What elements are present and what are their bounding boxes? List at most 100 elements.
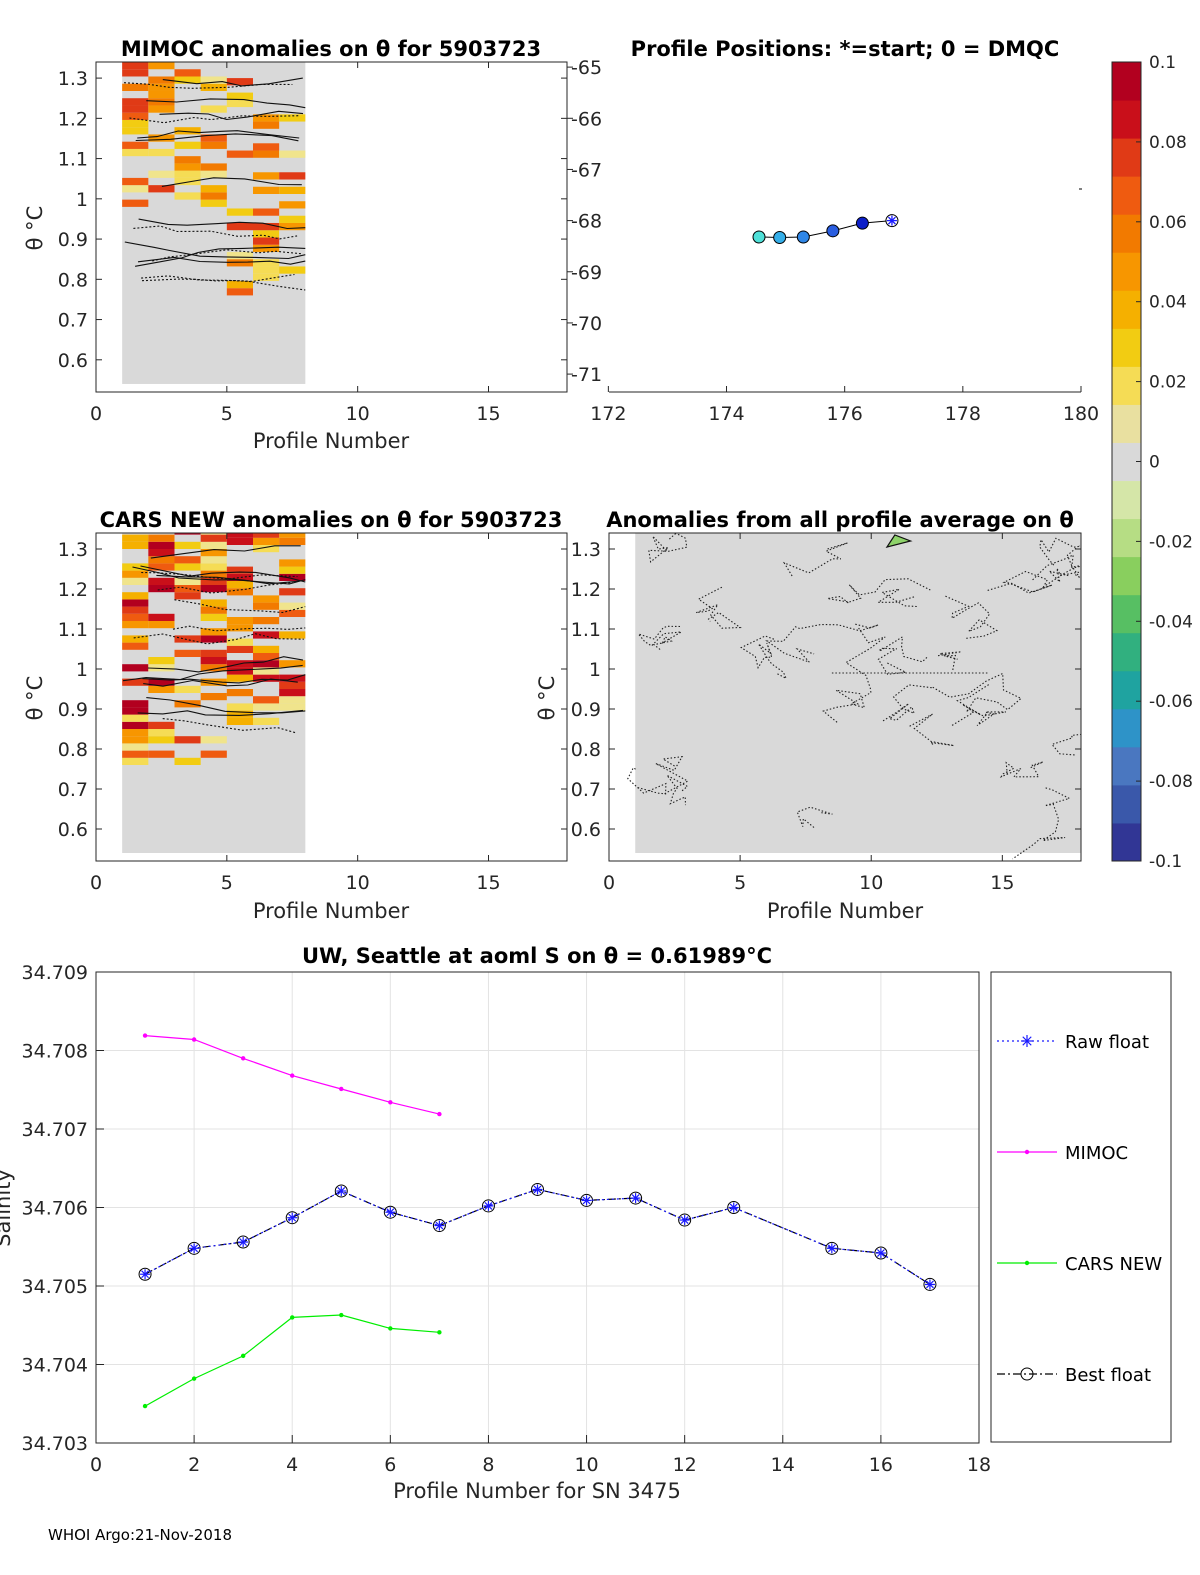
position-marker [773, 230, 787, 244]
x-tick-label: 12 [673, 1454, 697, 1476]
colorbar-swatch [1112, 822, 1141, 862]
x-tick-label: 8 [482, 1454, 494, 1476]
colorbar-tick-label: 0.1 [1149, 53, 1176, 73]
colorbar-tick-label: -0.04 [1149, 612, 1193, 632]
heat-cell [148, 105, 175, 113]
series-line [144, 1188, 931, 1285]
heat-cell [122, 592, 149, 600]
colorbar-tick-label: 0.04 [1149, 293, 1187, 313]
heat-cell [174, 700, 201, 708]
contour-line [162, 718, 297, 734]
colorbar-swatch [1112, 404, 1141, 443]
legend-marker [1020, 1367, 1034, 1381]
heat-cell [122, 141, 149, 149]
heat-cell [200, 649, 227, 657]
heat-cell [148, 549, 175, 557]
data-point [239, 1238, 248, 1246]
colorbar-tick-label: 0.02 [1149, 373, 1187, 393]
data-point [236, 1235, 250, 1249]
y-tick-label: -65 [571, 57, 602, 79]
heat-cell [226, 259, 253, 267]
contour-line [138, 218, 306, 230]
heat-cell [253, 244, 280, 252]
heat-cell [148, 613, 175, 621]
colorbar-swatch [1112, 746, 1141, 786]
heat-cell [122, 534, 149, 542]
heat-cell [122, 729, 149, 737]
heat-cell [174, 592, 201, 600]
heatmap-axes-box [608, 532, 1082, 862]
heat-cell [253, 533, 280, 538]
allavg-panel: 0 5 10 15 0.6 0.7 0.8 0.9 1 1.1 1.2 1.3 [571, 532, 1082, 894]
heat-cell [253, 114, 280, 122]
colorbar-swatch [1112, 784, 1141, 824]
heat-cell [148, 90, 175, 99]
colorbar-tick-label: -0.02 [1149, 532, 1193, 552]
y-tick-label: 34.709 [22, 962, 88, 984]
contour-line [123, 82, 293, 89]
x-tick-label: 10 [346, 403, 370, 425]
contour-line [133, 225, 298, 240]
data-point [142, 1403, 148, 1409]
heat-cell [253, 631, 280, 639]
colorbar-tick-label: 0 [1149, 453, 1160, 473]
contour-line [141, 273, 295, 282]
heat-cell [279, 573, 306, 581]
contour-line [159, 110, 304, 121]
x-tick-label: 15 [476, 872, 500, 894]
contour-line [135, 133, 299, 142]
contour-line [943, 595, 999, 639]
allavg-ylabel: θ °C [535, 676, 559, 721]
x-tick-label: 15 [990, 872, 1014, 894]
y-tick-label: 34.705 [22, 1276, 88, 1298]
position-marker [796, 230, 810, 244]
data-point [484, 1201, 493, 1210]
heat-cell [148, 148, 175, 157]
heat-cell [122, 148, 149, 157]
data-point [240, 1056, 246, 1061]
heat-cell [200, 556, 227, 564]
colorbar-swatch [1112, 518, 1141, 558]
heat-cell [200, 635, 227, 643]
x-tick-label: 10 [859, 872, 883, 894]
heat-cell [174, 685, 201, 693]
heat-cell [122, 199, 149, 207]
y-tick-label: 0.8 [58, 739, 88, 761]
y-tick-label: 0.9 [58, 699, 88, 721]
contour-line [696, 586, 742, 629]
colorbar-tick-label: 0.06 [1149, 213, 1187, 233]
heat-cell [200, 533, 227, 535]
heat-cell [226, 674, 253, 682]
contour-line [161, 177, 302, 187]
y-tick-label: 1.3 [571, 539, 601, 561]
mimoc-ylabel: θ °C [23, 206, 47, 251]
heat-cell [279, 222, 306, 231]
y-tick-label: 0.6 [571, 819, 601, 841]
heat-cell [200, 613, 227, 621]
colorbar-swatch [1112, 632, 1141, 672]
contour-line [137, 130, 300, 139]
heat-cell [122, 62, 149, 70]
heat-cell [174, 585, 201, 593]
colorbar-swatch [1112, 366, 1141, 405]
heat-cell [200, 750, 227, 758]
heat-cell [279, 533, 306, 538]
heat-cell [174, 69, 201, 77]
position-marker [826, 224, 840, 238]
y-tick-label: -68 [571, 211, 602, 233]
heat-cell [148, 621, 175, 629]
salinity-xlabel: Profile Number for SN 3475 [393, 1479, 681, 1503]
x-tick-label: 0 [603, 872, 615, 894]
contour-line [782, 542, 848, 577]
contour-line [135, 246, 306, 267]
data-point [187, 1241, 201, 1255]
y-tick-label: 34.708 [22, 1041, 88, 1063]
contour-line [133, 633, 304, 645]
heat-cell [174, 141, 201, 149]
heat-cell [174, 541, 201, 549]
contour-line [157, 581, 293, 594]
x-tick-label: 176 [827, 403, 863, 425]
heatmap-background [635, 533, 1081, 853]
heat-cell [226, 208, 253, 216]
heat-cell [279, 186, 306, 194]
